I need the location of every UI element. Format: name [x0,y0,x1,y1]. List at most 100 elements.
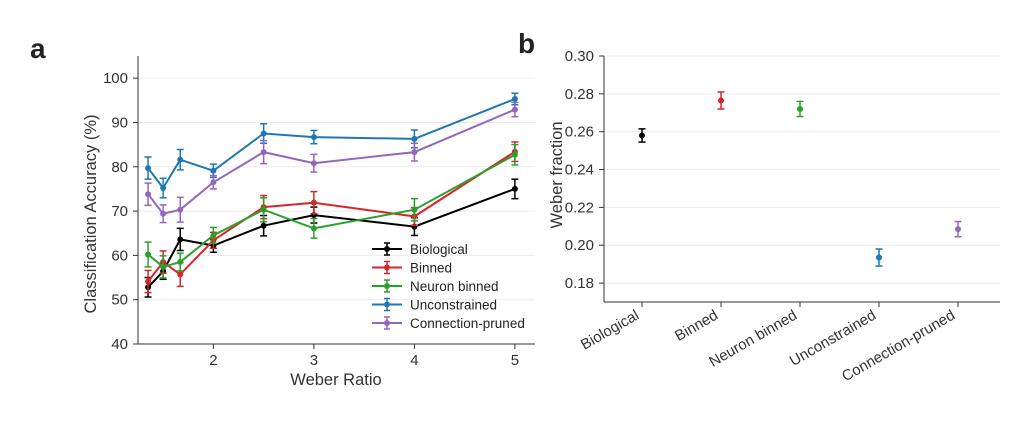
data-point [160,210,167,217]
chart-b-weber-fraction: 0.18 0.20 0.22 0.24 0.26 0.28 0.30 Biological B… [548,48,1000,385]
data-point [310,160,317,167]
y-tick-label: 80 [111,159,128,176]
data-point [511,185,518,192]
data-point [411,135,418,142]
point-biological [638,128,646,143]
legend-marker [384,301,390,308]
legend-label: Unconstrained [410,298,497,313]
point-neuron-binned [796,100,804,118]
x-tick-label: 4 [410,352,418,369]
data-point [411,206,418,213]
legend-marker [384,246,390,252]
data-point [210,179,217,186]
data-point [160,263,167,270]
data-point [177,156,184,163]
series-line [147,98,516,190]
series-neuron-binned [144,143,519,279]
data-point [310,225,317,232]
data-point [210,167,217,174]
legend-entry-unconstrained: Unconstrained [372,298,497,313]
data-point [260,222,267,229]
data-point [876,254,882,261]
chart-a-accuracy-vs-weber-ratio: 40 50 60 70 80 90 100 2 3 4 5 Classification Accu… [82,56,535,389]
data-point [511,95,518,102]
chart-a-x-axis-label: Weber Ratio [290,371,381,389]
legend-entry-biological: Biological [372,242,468,257]
data-point [639,132,645,139]
data-point [260,130,267,137]
x-tick-label: 5 [511,352,519,369]
data-point [511,151,518,158]
chart-b-points [638,91,962,267]
legend-entry-neuron-binned: Neuron binned [372,279,499,294]
chart-a-series [144,92,519,298]
x-tick-label: 3 [310,352,318,369]
data-point [160,185,167,192]
panel-label-a: a [30,33,46,64]
data-point [145,165,152,172]
y-tick-label: 40 [111,336,128,353]
series-line [147,187,516,288]
data-point [511,106,518,113]
data-point [177,259,184,266]
y-tick-label: 0.26 [565,124,594,141]
point-connection-pruned [954,220,962,238]
data-point [177,271,184,278]
y-tick-label: 0.24 [565,162,594,179]
series-connection-pruned [144,101,519,224]
data-point [718,97,724,104]
y-tick-label: 0.28 [565,86,594,103]
data-point [411,149,418,156]
series-unconstrained [144,92,519,199]
y-tick-label: 0.22 [565,199,594,216]
y-tick-label: 100 [103,70,128,87]
data-point [145,278,152,285]
legend-label: Neuron binned [410,279,499,294]
chart-a-axes [137,56,535,345]
data-point [310,134,317,141]
x-tick-label-neuron-binned: Neuron binned [706,307,800,371]
chart-b-y-axis-label: Weber fraction [548,122,566,229]
chart-b-grid [604,55,1000,284]
series-line [147,108,516,215]
panel-label-b: b [518,28,535,59]
data-point [177,206,184,213]
data-point [260,149,267,156]
chart-a-x-ticks: 2 3 4 5 [209,344,519,369]
chart-a-y-axis-label: Classification Accuracy (%) [82,115,100,314]
data-point [177,236,184,243]
y-tick-label: 60 [111,247,128,264]
y-tick-label: 90 [111,114,128,131]
data-point [145,191,152,198]
legend-marker [384,320,390,326]
data-point [210,232,217,239]
series-line [147,150,516,283]
y-tick-label: 0.18 [565,275,594,292]
legend-label: Biological [410,242,468,257]
legend-entry-connection-pruned: Connection-pruned [372,316,525,331]
point-binned [717,91,725,110]
legend-marker [384,264,390,271]
chart-a-legend: Biological Binned Neuron binned Unconstrain… [372,242,525,331]
y-tick-label: 0.20 [565,237,594,254]
x-tick-label-biological: Biological [578,307,642,354]
legend-label: Binned [410,261,452,276]
data-point [145,251,152,258]
chart-a-y-ticks: 40 50 60 70 80 90 100 [103,70,138,353]
x-tick-label-binned: Binned [672,307,721,345]
y-tick-label: 50 [111,292,128,309]
chart-b-y-ticks: 0.18 0.20 0.22 0.24 0.26 0.28 0.30 [565,48,604,292]
x-tick-label: 2 [209,352,217,369]
y-tick-label: 70 [111,203,128,220]
chart-b-axes [603,56,1000,303]
point-unconstrained [875,248,883,267]
data-point [955,226,961,233]
legend-marker [384,283,390,289]
data-point [310,199,317,206]
data-point [797,105,803,112]
legend-entry-binned: Binned [372,261,452,276]
legend-label: Connection-pruned [410,316,525,331]
y-tick-label: 0.30 [565,48,594,65]
